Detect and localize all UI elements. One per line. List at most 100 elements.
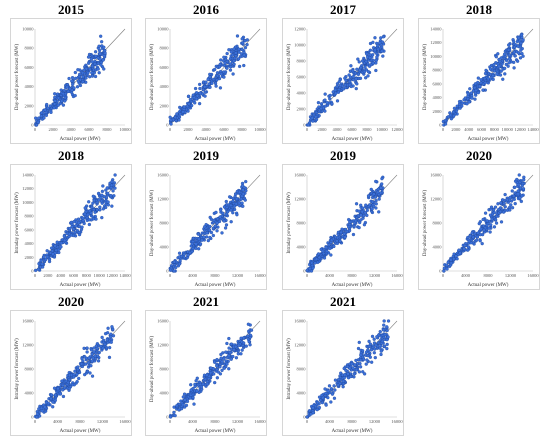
x-tick-label: 12000 bbox=[107, 273, 119, 278]
data-point bbox=[519, 48, 523, 52]
data-point bbox=[326, 389, 330, 393]
data-point bbox=[177, 255, 182, 259]
data-point bbox=[43, 405, 47, 409]
data-point bbox=[49, 110, 53, 114]
data-point bbox=[97, 71, 101, 75]
x-tick-label: 0 bbox=[169, 127, 172, 132]
data-point bbox=[197, 247, 201, 251]
data-point bbox=[348, 79, 352, 84]
data-point bbox=[478, 84, 482, 88]
data-point bbox=[349, 64, 353, 68]
data-point bbox=[56, 96, 61, 100]
data-point bbox=[96, 191, 101, 196]
y-tick-label: 4000 bbox=[160, 391, 170, 396]
data-point bbox=[60, 379, 64, 383]
x-tick-label: 8000 bbox=[484, 273, 494, 278]
data-point bbox=[86, 361, 91, 365]
data-point bbox=[512, 60, 516, 65]
y-tick-label: 0 bbox=[303, 415, 306, 420]
data-point bbox=[63, 238, 67, 243]
x-tick-label: 12000 bbox=[505, 273, 517, 278]
data-point bbox=[203, 85, 207, 89]
data-point bbox=[35, 412, 40, 416]
x-tick-label: 0 bbox=[306, 419, 309, 424]
data-point bbox=[508, 208, 512, 212]
data-point bbox=[224, 350, 228, 354]
data-point bbox=[110, 180, 114, 184]
chart-title: 2017 bbox=[330, 2, 356, 17]
data-point bbox=[194, 97, 199, 101]
y-tick-label: 0 bbox=[31, 415, 34, 420]
y-tick-label: 16000 bbox=[157, 319, 169, 324]
data-point bbox=[240, 184, 245, 188]
data-point bbox=[369, 348, 374, 352]
data-point bbox=[200, 238, 204, 242]
data-point bbox=[317, 255, 322, 260]
data-point bbox=[77, 232, 82, 237]
data-point bbox=[314, 257, 319, 261]
data-point bbox=[66, 89, 70, 93]
data-point bbox=[80, 71, 85, 75]
data-point bbox=[483, 211, 488, 215]
x-tick-label: 10000 bbox=[119, 127, 131, 132]
data-point bbox=[191, 246, 195, 251]
data-point bbox=[493, 217, 498, 222]
chart-title: 2019 bbox=[330, 148, 356, 163]
data-point bbox=[358, 220, 362, 225]
data-point bbox=[335, 99, 340, 103]
data-point bbox=[496, 52, 500, 56]
data-point bbox=[181, 403, 185, 407]
data-point bbox=[211, 233, 216, 238]
data-point bbox=[503, 72, 507, 76]
data-point bbox=[323, 387, 327, 391]
x-tick-label: 0 bbox=[169, 273, 172, 278]
x-tick-label: 8000 bbox=[238, 127, 248, 132]
x-tick-label: 14000 bbox=[527, 127, 539, 132]
x-tick-label: 16000 bbox=[254, 273, 266, 278]
data-point bbox=[491, 208, 496, 212]
data-point bbox=[520, 51, 524, 56]
data-point bbox=[56, 386, 60, 391]
data-point bbox=[487, 226, 491, 230]
data-point bbox=[81, 79, 85, 84]
data-point bbox=[232, 204, 237, 208]
data-point bbox=[466, 92, 470, 96]
y-tick-label: 0 bbox=[166, 123, 169, 128]
chart-panel: 0 2000 4000 6000 8000 10000 12000 0 2000 4000 6000… bbox=[282, 18, 404, 144]
data-point bbox=[377, 197, 381, 201]
data-point bbox=[507, 57, 511, 61]
data-point bbox=[109, 194, 113, 198]
x-tick-label: 12000 bbox=[232, 273, 244, 278]
data-point bbox=[371, 53, 375, 57]
data-point bbox=[103, 332, 108, 336]
data-point bbox=[206, 77, 210, 82]
data-point bbox=[351, 232, 356, 237]
data-point bbox=[517, 36, 521, 40]
data-point bbox=[47, 259, 52, 264]
data-point bbox=[338, 83, 343, 88]
y-tick-label: 14000 bbox=[22, 173, 34, 178]
data-point bbox=[187, 102, 191, 106]
y-tick-label: 14000 bbox=[430, 27, 442, 32]
data-point bbox=[99, 60, 104, 65]
data-point bbox=[49, 393, 54, 397]
y-tick-label: 10000 bbox=[22, 27, 34, 32]
chart-title: 2021 bbox=[193, 294, 219, 309]
data-point bbox=[360, 210, 364, 214]
data-point bbox=[199, 385, 204, 389]
x-tick-label: 16000 bbox=[391, 419, 403, 424]
data-point bbox=[73, 70, 77, 75]
data-point bbox=[91, 217, 96, 221]
data-point bbox=[69, 233, 74, 237]
data-point bbox=[476, 91, 481, 95]
x-tick-label: 16000 bbox=[527, 273, 539, 278]
chart-panel: 0 4000 8000 12000 16000 0 4000 8000 12000 16000 Ac… bbox=[282, 310, 404, 436]
data-point bbox=[211, 77, 216, 81]
data-point bbox=[75, 380, 79, 384]
data-point bbox=[313, 261, 317, 265]
data-point bbox=[337, 80, 341, 84]
data-point bbox=[232, 62, 236, 66]
data-point bbox=[88, 371, 92, 375]
data-point bbox=[184, 403, 189, 407]
data-point bbox=[376, 187, 381, 191]
